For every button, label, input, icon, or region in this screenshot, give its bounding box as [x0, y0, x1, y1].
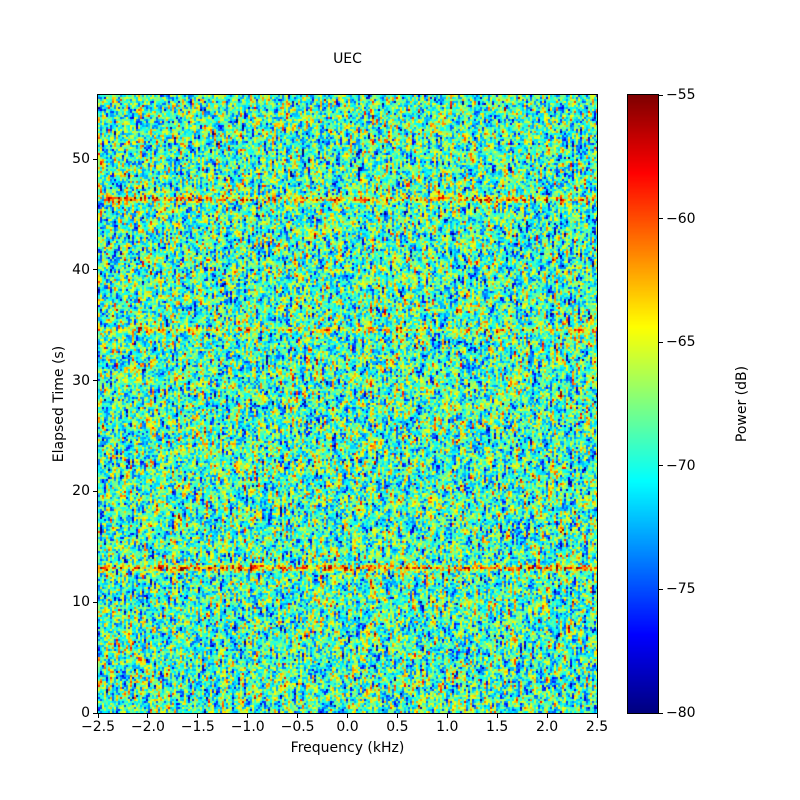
y-axis-label: Elapsed Time (s) [51, 345, 67, 463]
y-tick-mark [93, 380, 97, 382]
x-tick-label: 2.5 [585, 719, 609, 735]
y-tick-label: 30 [72, 372, 90, 389]
y-tick-mark [93, 601, 97, 603]
colorbar-tick-label: −60 [666, 210, 696, 227]
title-line-main: UEC [333, 51, 362, 67]
x-tick-label: 0.5 [386, 719, 409, 735]
colorbar-tick-label: −75 [666, 581, 696, 598]
colorbar-label: Power (dB) [734, 365, 750, 443]
colorbar [627, 94, 659, 714]
x-tick-mark [396, 714, 398, 718]
x-tick-mark [97, 714, 99, 718]
y-tick-label: 10 [72, 594, 90, 611]
y-tick-label: 0 [81, 705, 90, 721]
x-axis-label: Frequency (kHz) [290, 740, 405, 756]
colorbar-tick-mark [659, 341, 663, 343]
colorbar-tick-mark [659, 712, 663, 714]
colorbar-tick-label: −65 [666, 334, 696, 351]
colorbar-tick-mark [659, 465, 663, 467]
colorbar-tick-label: −80 [666, 705, 696, 721]
x-tick-mark [347, 714, 348, 718]
colorbar-tick-mark [659, 218, 663, 220]
x-tick-label: 0.0 [336, 719, 359, 735]
x-tick-label: 2.0 [535, 719, 559, 735]
x-tick-label: −2.0 [130, 719, 165, 735]
x-tick-label: 1.0 [436, 719, 459, 735]
y-tick-mark [93, 158, 97, 160]
y-tick-mark [93, 269, 97, 271]
spectrogram-canvas [98, 95, 597, 713]
x-tick-mark [197, 714, 199, 718]
y-tick-mark [93, 490, 97, 492]
y-tick-label: 20 [72, 483, 90, 500]
x-tick-mark [596, 714, 598, 718]
y-tick-label: 50 [72, 151, 90, 168]
x-tick-mark [297, 714, 299, 718]
colorbar-tick-label: −55 [666, 87, 696, 103]
x-tick-label: −2.5 [81, 719, 115, 735]
x-tick-mark [247, 714, 249, 718]
colorbar-canvas [628, 95, 658, 713]
colorbar-tick-label: −70 [666, 457, 696, 474]
x-tick-mark [546, 714, 548, 718]
x-tick-mark [496, 714, 498, 718]
plot-area [97, 94, 598, 714]
colorbar-tick-mark [659, 94, 663, 96]
colorbar-tick-mark [659, 588, 663, 590]
y-tick-mark [93, 712, 97, 714]
y-tick-label: 40 [72, 261, 90, 278]
x-tick-mark [446, 714, 448, 718]
x-tick-mark [147, 714, 149, 718]
x-tick-label: −1.0 [230, 719, 265, 735]
x-tick-label: 1.5 [486, 719, 509, 735]
x-tick-label: −1.5 [180, 719, 215, 735]
x-tick-label: −0.5 [280, 719, 315, 735]
